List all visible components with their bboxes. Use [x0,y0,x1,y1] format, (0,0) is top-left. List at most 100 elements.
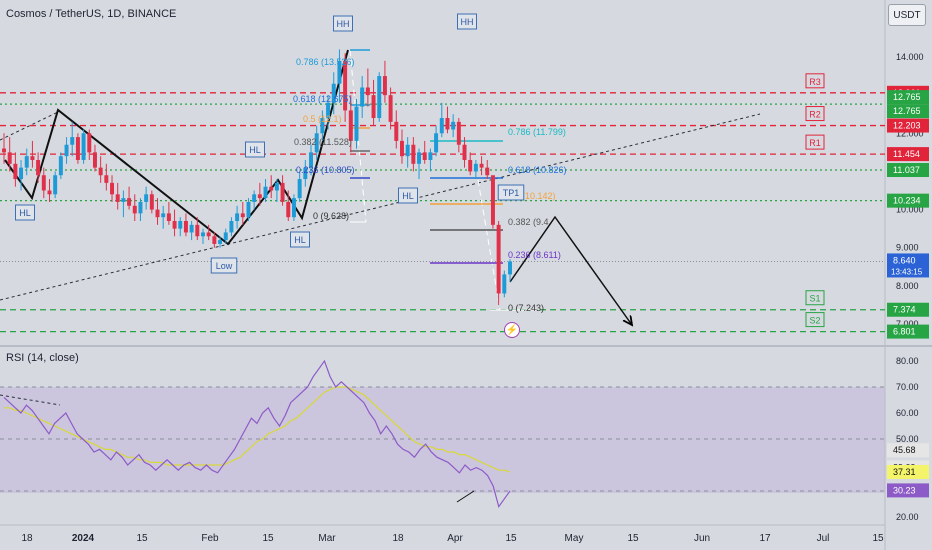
candle-body [388,95,393,122]
candle-body [195,224,200,237]
rsi-ma-line [4,386,511,473]
candle-body [81,133,86,160]
structure-label-text: HL [294,235,306,245]
time-tick-label: Feb [201,533,219,544]
fib-left-0-label: 0 (9.628) [313,211,349,221]
candle-body [92,152,97,168]
rsi-value-tag [887,464,929,479]
structure-label-box [398,187,418,204]
candle-body [508,261,512,275]
structure-label: HL [398,187,418,204]
fib-right-05-label: (10.142) [522,191,556,201]
candle-body [348,110,353,141]
candle-body [417,152,422,164]
price-tick-label: 12.000 [896,128,924,138]
candle-body [439,118,444,134]
level-label: R1 [805,134,825,150]
price-level-tag-text: 11.037 [893,165,920,175]
level-label-text: R3 [809,77,821,87]
candle-body [411,144,416,164]
time-tick-label: 18 [392,533,404,544]
candle-body [462,144,467,160]
time-tick-label: 15 [136,533,148,544]
rsi-indicator-title[interactable]: RSI (14, close) [6,352,79,364]
time-tick-label: Mar [318,533,336,544]
rsi-value-tag [887,443,929,458]
candle-body [212,236,217,244]
structure-label-box [210,257,238,274]
lightning-icon[interactable]: ⚡ [504,322,520,338]
candle-body [30,156,35,160]
time-tick-label: 17 [759,533,771,544]
rsi-line [3,359,511,508]
price-level-tag-text: 10.234 [893,196,921,206]
currency-button[interactable]: USDT [888,4,926,26]
candle-body [274,182,279,191]
rsi-trendline [0,394,61,406]
price-level-tag [887,90,929,105]
projection-path[interactable] [509,215,632,325]
candle-body [382,76,387,96]
rsi-tick-label: 60.00 [896,408,919,418]
time-tick-label: Jun [694,533,710,544]
price-tick-label: 9.000 [896,243,919,253]
level-label-box [805,73,825,89]
level-label-text: S2 [809,316,820,326]
candle-body [337,60,342,84]
fib-left-0618-label: 0.618 (12.675) [293,94,352,104]
price-level-tag [887,147,929,162]
candle-body [53,175,58,195]
time-tick-label: 15 [505,533,517,544]
candle-body [468,159,473,172]
price-level-tag [887,324,929,339]
price-tick-label: 14.000 [896,52,924,62]
time-tick-label: 18 [21,533,33,544]
fib-left-0236-label: 0.236 (10.805) [296,165,355,175]
current-price-text: 8.640 [893,255,916,265]
price-level-tag-text: 11.454 [893,149,920,159]
candle-body [70,137,75,145]
time-tick-label: 15 [872,533,884,544]
trendline-dotted[interactable] [0,113,761,301]
candle-body [58,156,63,176]
fib-right-0618-label: 0.618 (10.826) [508,165,567,175]
rsi-value-tag-text: 30.23 [893,485,916,495]
wave-path-left[interactable] [4,49,349,246]
candle-body [331,83,336,103]
fib-right-0-label: 0 (7.243) [508,303,544,313]
candle-body [496,224,501,294]
price-level-tag-text: 12.203 [893,121,921,131]
fib-left-0786-label: 0.786 (13.526) [296,57,355,67]
level-label-text: R2 [809,110,821,120]
level-label: S1 [805,290,825,306]
candle-body [87,133,92,153]
candle-body [64,144,69,157]
structure-label-box [457,13,477,30]
structure-label-box [290,231,310,248]
candle-body [320,118,325,134]
level-label: R2 [805,106,825,122]
structure-label-text: HH [337,19,350,29]
candle-body [490,175,495,225]
trendline-dotted-left[interactable] [0,111,59,141]
candle-body [428,152,433,160]
candle-body [200,232,205,237]
fib-right-diagonal [477,179,501,311]
structure-label: HH [457,13,477,30]
price-level-tag-text: 6.801 [893,327,916,337]
rsi-divergence-line [456,490,475,503]
candle-body [218,240,223,244]
candle-body [263,186,268,199]
candle-body [41,175,46,191]
structure-label: Low [210,257,238,274]
price-level-tag [887,104,929,119]
price-level-tag [887,118,929,133]
candle-body [161,213,166,218]
candle-body [422,152,427,160]
price-tick-label: 7.000 [896,319,919,329]
candle-body [377,76,382,119]
candle-body [75,137,80,160]
level-label: S2 [805,312,825,328]
candle-body [365,87,370,96]
candle-body [269,186,274,191]
